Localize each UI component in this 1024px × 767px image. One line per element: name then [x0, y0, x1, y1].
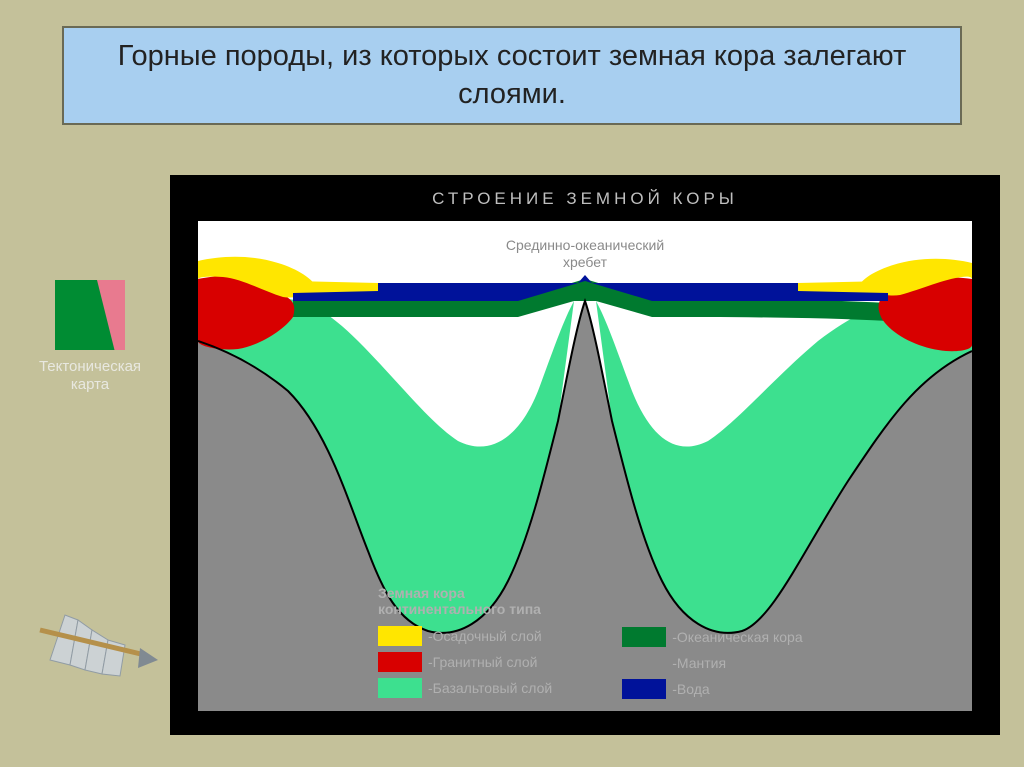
legend: Земная кора континентального типа -Осадо… — [198, 585, 972, 699]
legend-text: -Гранитный слой — [428, 654, 537, 670]
ridge-label-l1: Срединно-океанический — [506, 237, 664, 253]
legend-spacer — [622, 585, 802, 621]
swatch-granite — [378, 652, 422, 672]
swatch-mantle — [622, 653, 666, 673]
legend-heading-l2: континентального типа — [378, 601, 541, 617]
legend-item: -Вода — [622, 679, 802, 699]
legend-item: -Океаническая кора — [622, 627, 802, 647]
swatch-sediment — [378, 626, 422, 646]
crystal-icon — [30, 590, 160, 680]
legend-heading: Земная кора континентального типа — [378, 585, 552, 617]
sidebar-tectonic: Тектоническая карта — [20, 280, 160, 394]
slide-title: Горные породы, из которых состоит земная… — [62, 26, 962, 125]
legend-text: -Осадочный слой — [428, 628, 542, 644]
ridge-label-l2: хребет — [563, 254, 607, 270]
legend-item: -Осадочный слой — [378, 626, 552, 646]
diagram-inner: Срединно-океанический хребет Земная кора… — [198, 221, 972, 711]
legend-item: -Базальтовый слой — [378, 678, 552, 698]
legend-text: -Океаническая кора — [672, 629, 802, 645]
legend-text: -Вода — [672, 681, 709, 697]
legend-text: -Мантия — [672, 655, 726, 671]
legend-col-2: -Океаническая кора -Мантия -Вода — [622, 585, 802, 699]
swatch-water — [622, 679, 666, 699]
legend-item: -Мантия — [622, 653, 802, 673]
ridge-label: Срединно-океанический хребет — [198, 237, 972, 271]
legend-col-1: Земная кора континентального типа -Осадо… — [378, 585, 552, 699]
diagram-frame: СТРОЕНИЕ ЗЕМНОЙ КОРЫ — [170, 175, 1000, 735]
sediment-strip-right — [798, 281, 888, 293]
legend-heading-l1: Земная кора — [378, 585, 465, 601]
swatch-oceanic — [622, 627, 666, 647]
swatch-basalt — [378, 678, 422, 698]
legend-text: -Базальтовый слой — [428, 680, 552, 696]
diagram-title: СТРОЕНИЕ ЗЕМНОЙ КОРЫ — [170, 189, 1000, 209]
tectonic-swatch-icon — [55, 280, 125, 350]
sediment-strip-left — [293, 281, 378, 293]
legend-item: -Гранитный слой — [378, 652, 552, 672]
sidebar-label: Тектоническая карта — [20, 358, 160, 394]
